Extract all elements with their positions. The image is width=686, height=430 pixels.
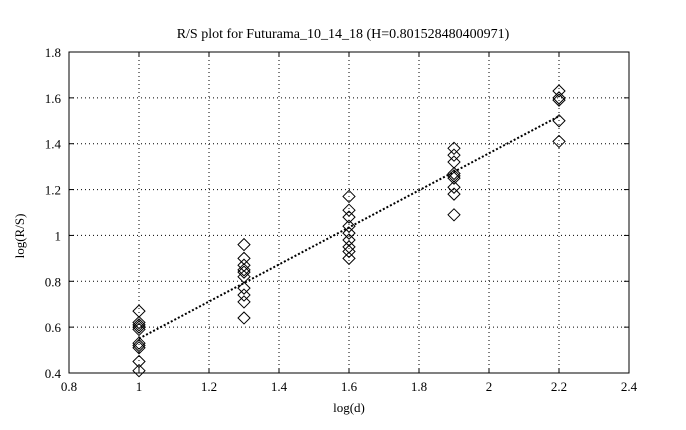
data-point-diamond <box>342 251 356 266</box>
data-point-diamond <box>447 180 461 194</box>
data-point-diamond <box>132 318 146 332</box>
data-point-diamond <box>447 148 461 162</box>
grid-lines <box>69 52 629 373</box>
data-point-diamond <box>447 166 461 181</box>
data-point-diamond <box>132 364 146 378</box>
data-point-diamond <box>237 281 251 295</box>
data-point-diamond <box>132 354 146 369</box>
y-axis-label: log(R/S) <box>12 214 27 259</box>
data-point-diamond <box>447 208 461 222</box>
x-tick-label: 1 <box>136 379 143 394</box>
data-point-diamond <box>132 315 146 330</box>
x-tick-labels: 0.8 1 1.2 1.4 1.6 1.8 2 2.2 2.4 <box>61 379 638 394</box>
data-point-diamond <box>342 244 356 259</box>
y-tick-label: 1.6 <box>45 91 62 106</box>
y-tick-label: 1 <box>55 228 62 243</box>
data-point-diamond <box>132 338 146 353</box>
data-point-diamond <box>342 219 356 233</box>
chart-title: R/S plot for Futurama_10_14_18 (H=0.8015… <box>177 27 510 42</box>
data-point-diamond <box>237 295 251 309</box>
data-point-diamond <box>552 114 566 128</box>
y-tick-label: 0.6 <box>45 320 62 335</box>
x-tick-label: 2 <box>486 379 493 394</box>
data-point-diamond <box>237 311 251 325</box>
y-tick-labels: 0.4 0.6 0.8 1 1.2 1.4 1.6 1.8 <box>45 45 62 381</box>
data-point-diamond <box>552 134 566 149</box>
axis-ticks <box>68 51 630 374</box>
data-point-diamond <box>447 171 461 185</box>
data-point-diamond <box>447 187 461 201</box>
y-tick-label: 1.2 <box>45 183 61 198</box>
x-tick-label: 1.6 <box>341 379 358 394</box>
data-point-diamond <box>132 320 146 334</box>
data-point-diamond <box>237 263 251 277</box>
data-point-diamond <box>237 288 251 302</box>
x-tick-label: 1.4 <box>271 379 288 394</box>
x-axis-label: log(d) <box>333 400 365 415</box>
data-point-diamond <box>447 169 461 183</box>
data-point-diamond <box>132 341 146 355</box>
y-tick-label: 0.4 <box>45 366 62 381</box>
x-tick-label: 2.4 <box>621 379 638 394</box>
y-tick-label: 1.4 <box>45 137 62 152</box>
data-point-diamond <box>552 93 566 107</box>
x-tick-label: 2.2 <box>551 379 567 394</box>
data-point-diamond <box>237 237 251 252</box>
y-tick-label: 0.8 <box>45 274 61 289</box>
data-point-diamond <box>342 226 356 240</box>
data-point-diamond <box>447 141 461 156</box>
data-point-diamond <box>132 336 146 350</box>
data-points <box>132 84 566 378</box>
data-point-diamond <box>552 91 566 105</box>
x-tick-label: 1.2 <box>201 379 217 394</box>
data-point-diamond <box>342 210 356 224</box>
x-tick-label: 0.8 <box>61 379 77 394</box>
data-point-diamond <box>342 189 356 204</box>
data-point-diamond <box>342 203 356 217</box>
y-tick-label: 1.8 <box>45 45 61 60</box>
data-point-diamond <box>552 84 566 98</box>
x-tick-label: 1.8 <box>411 379 427 394</box>
data-point-diamond <box>237 265 251 279</box>
